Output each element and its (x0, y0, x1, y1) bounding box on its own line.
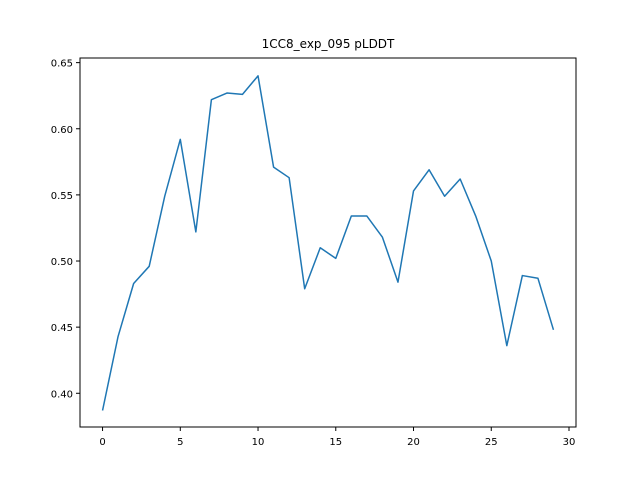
series-layer (101, 75, 555, 411)
series-line (101, 75, 555, 411)
x-tick-label: 20 (407, 437, 420, 448)
chart-title: 1CC8_exp_095 pLDDT (262, 37, 395, 51)
x-axis: 0 5 10 15 20 25 30 (99, 427, 575, 448)
x-tick-label: 30 (563, 437, 576, 448)
y-tick-label: 0.50 (51, 257, 73, 268)
plot-frame (79, 57, 577, 428)
x-tick-label: 0 (99, 437, 105, 448)
y-axis: 0.40 0.45 0.50 0.55 0.60 0.65 (51, 59, 80, 400)
x-tick-label: 25 (485, 437, 498, 448)
x-tick-label: 15 (329, 437, 342, 448)
y-tick-label: 0.45 (51, 323, 73, 334)
y-tick-label: 0.55 (51, 191, 73, 202)
x-tick-label: 10 (252, 437, 265, 448)
y-tick-label: 0.40 (51, 389, 73, 400)
x-tick-label: 5 (177, 437, 183, 448)
y-tick-label: 0.60 (51, 125, 73, 136)
y-tick-label: 0.65 (51, 59, 73, 70)
